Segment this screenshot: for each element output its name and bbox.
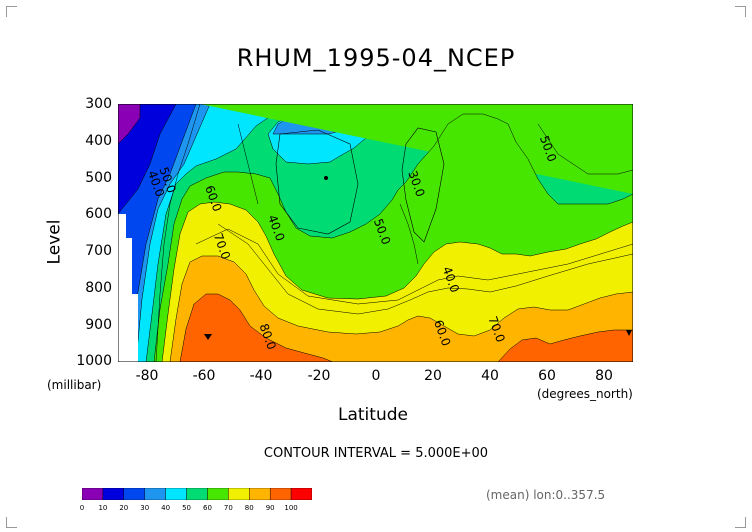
x-tick-label: 80 (595, 368, 613, 384)
colorbar-label: 30 (140, 504, 150, 512)
colorbar-swatch (82, 488, 104, 500)
x-axis-label: Latitude (338, 405, 408, 425)
colorbar-label: 90 (265, 504, 275, 512)
colorbar-swatch (290, 488, 312, 500)
x-tick-label: -20 (307, 368, 331, 384)
contour-band-90-100 (179, 293, 633, 362)
y-tick-label: 700 (85, 243, 112, 259)
crop-mark-top-right (735, 6, 746, 17)
crop-mark-bottom-left (6, 517, 17, 528)
y-tick-label: 400 (85, 133, 112, 149)
crop-mark-top-left (6, 6, 17, 17)
x-tick-label: -60 (192, 368, 216, 384)
x-unit-label: (degrees_north) (537, 387, 633, 401)
y-tick-label: 800 (85, 280, 112, 296)
colorbar-label: 100 (284, 504, 298, 512)
colorbar-swatch (207, 488, 229, 500)
minimum-core-north (401, 127, 445, 243)
y-tick-label: 600 (85, 206, 112, 222)
colorbar-swatch (269, 488, 292, 500)
y-tick-label: 300 (85, 96, 112, 112)
footnote: (mean) lon:0..357.5 (486, 488, 606, 502)
colorbar-label: 80 (244, 504, 254, 512)
colorbar-swatch (165, 488, 187, 500)
colorbar-swatch (102, 488, 125, 500)
chart-title: RHUM_1995-04_NCEP (236, 44, 516, 72)
y-tick-label: 500 (85, 170, 112, 186)
contour-plot: 40.050.060.070.080.040.030.050.040.060.0… (118, 104, 633, 362)
colorbar-swatch (249, 488, 271, 500)
crop-mark-bottom-right (735, 517, 746, 528)
x-tick-label: 0 (371, 368, 381, 384)
x-tick-label: -40 (249, 368, 273, 384)
y-axis-label: Level (44, 219, 65, 265)
colorbar-label: 40 (161, 504, 171, 512)
x-tick-label: 60 (538, 368, 556, 384)
colorbar-swatch (123, 488, 145, 500)
maximum-marker-north (626, 330, 632, 336)
y-tick-label: 900 (85, 317, 112, 333)
colorbar-label: 70 (223, 504, 233, 512)
minimum-core-south (275, 129, 359, 235)
colorbar-swatch (144, 488, 166, 500)
missing-data-region (118, 214, 138, 362)
colorbar-label: 50 (182, 504, 191, 512)
x-tick-label: 20 (424, 368, 442, 384)
y-tick-label: 1000 (76, 353, 112, 369)
x-tick-label: 40 (481, 368, 499, 384)
colorbar-label: 10 (98, 504, 108, 512)
colorbar-swatch (186, 488, 208, 500)
maximum-marker (204, 334, 212, 340)
colorbar (82, 488, 312, 500)
contour-interval-text: CONTOUR INTERVAL = 5.000E+00 (263, 446, 489, 461)
x-tick-label: -80 (135, 368, 159, 384)
colorbar-swatch (228, 488, 250, 500)
colorbar-label: 0 (79, 504, 85, 512)
minimum-marker-south (324, 176, 328, 180)
colorbar-label: 20 (119, 504, 129, 512)
contour-band-80-90 (169, 255, 633, 362)
colorbar-label: 60 (202, 504, 212, 512)
y-unit-label: (millibar) (47, 378, 102, 392)
contour-lines (155, 104, 633, 362)
